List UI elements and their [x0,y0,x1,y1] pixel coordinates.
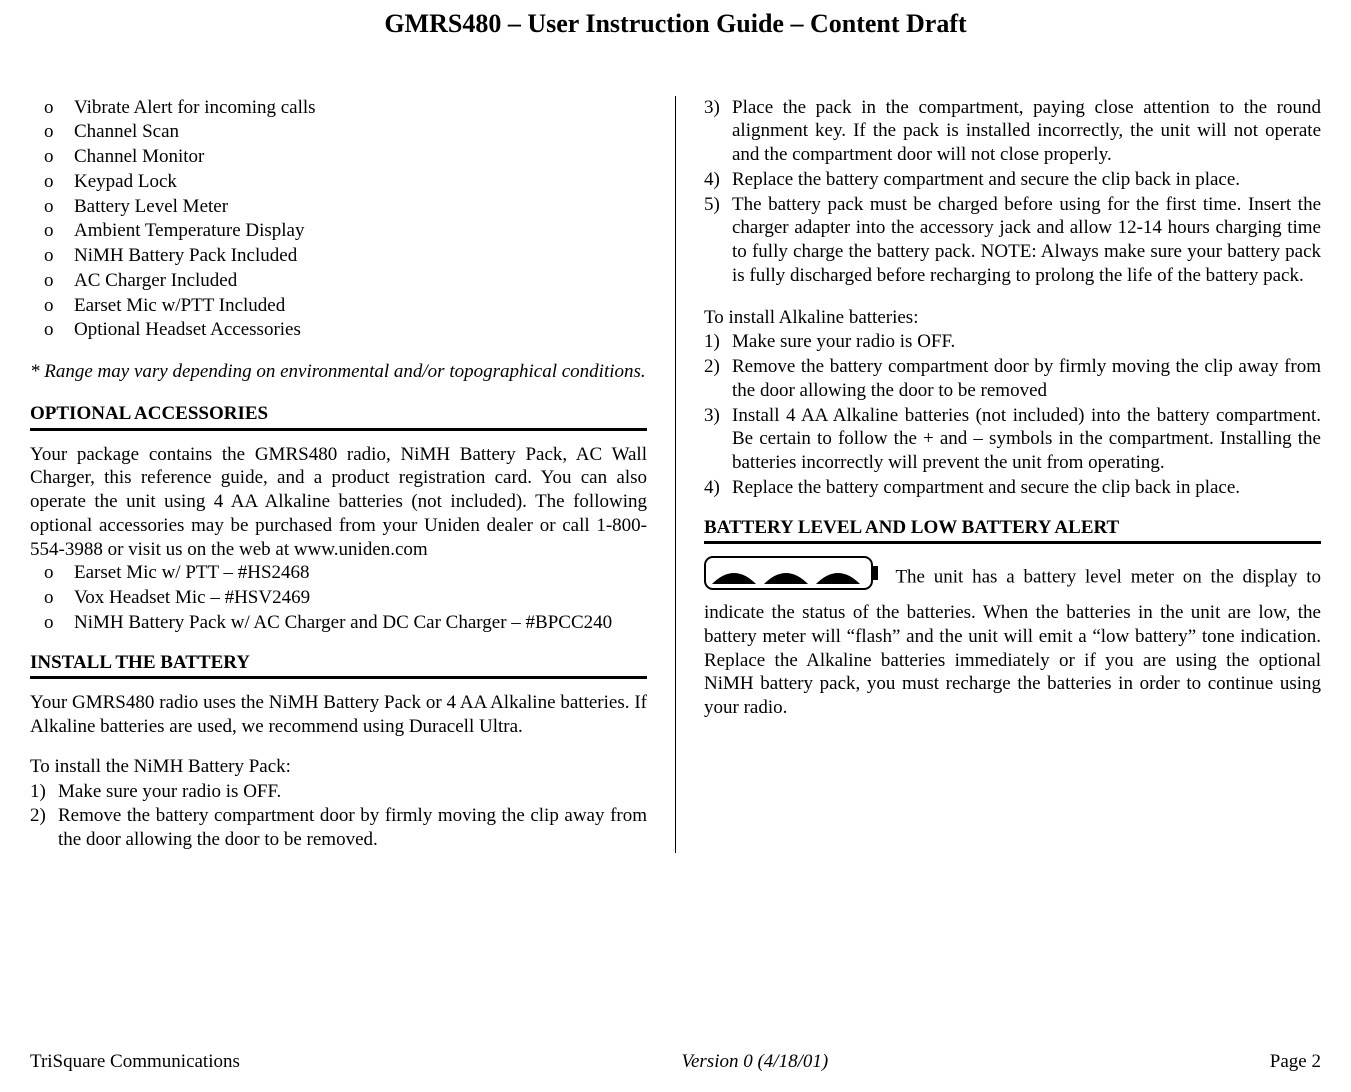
list-item-text: AC Charger Included [70,270,237,291]
list-item: 2)Remove the battery compartment door by… [58,804,647,852]
step-number: 2) [704,355,732,379]
list-item: AC Charger Included [70,269,647,293]
step-number: 1) [30,780,58,804]
heading-rule [30,428,647,431]
left-column: Vibrate Alert for incoming calls Channel… [30,96,647,853]
nimh-steps: 1)Make sure your radio is OFF. 2)Remove … [30,780,647,852]
list-item-text: Earset Mic w/ PTT – #HS2468 [70,562,310,583]
step-number: 5) [704,193,732,217]
list-item-text: Earset Mic w/PTT Included [70,295,285,316]
accessories-list: Earset Mic w/ PTT – #HS2468 Vox Headset … [30,561,647,634]
list-item: Channel Monitor [70,145,647,169]
footer-left: TriSquare Communications [30,1050,240,1074]
optional-accessories-intro: Your package contains the GMRS480 radio,… [30,443,647,562]
step-number: 4) [704,168,732,192]
battery-level-heading: BATTERY LEVEL AND LOW BATTERY ALERT [704,516,1321,540]
step-number: 4) [704,476,732,500]
range-footnote: * Range may vary depending on environmen… [30,360,647,384]
step-text: Install 4 AA Alkaline batteries (not inc… [732,405,1321,474]
list-item: Vibrate Alert for incoming calls [70,96,647,120]
list-item: Channel Scan [70,120,647,144]
list-item: Earset Mic w/PTT Included [70,294,647,318]
list-item: Battery Level Meter [70,195,647,219]
step-text: Place the pack in the compartment, payin… [732,97,1321,166]
list-item: 3)Place the pack in the compartment, pay… [732,96,1321,167]
nimh-steps-continued: 3)Place the pack in the compartment, pay… [704,96,1321,288]
list-item-text: Vox Headset Mic – #HSV2469 [70,587,310,608]
step-number: 1) [704,330,732,354]
step-text: Replace the battery compartment and secu… [732,169,1240,190]
battery-meter-icon [704,556,879,597]
list-item-text: Keypad Lock [70,171,177,192]
list-item: Vox Headset Mic – #HSV2469 [70,586,647,610]
step-number: 3) [704,96,732,120]
step-number: 2) [30,804,58,828]
list-item: 1)Make sure your radio is OFF. [58,780,647,804]
alkaline-subhead: To install Alkaline batteries: [704,306,1321,330]
list-item-text: NiMH Battery Pack Included [70,245,297,266]
heading-rule [30,676,647,679]
install-battery-heading: INSTALL THE BATTERY [30,651,647,675]
list-item: Keypad Lock [70,170,647,194]
nimh-subhead: To install the NiMH Battery Pack: [30,755,647,779]
list-item: 4)Replace the battery compartment and se… [732,476,1321,500]
list-item: 5)The battery pack must be charged befor… [732,193,1321,288]
step-text: Remove the battery compartment door by f… [732,356,1321,401]
features-list: Vibrate Alert for incoming calls Channel… [30,96,647,343]
column-divider [675,96,676,853]
page-footer: TriSquare Communications Version 0 (4/18… [30,1050,1321,1074]
list-item: Optional Headset Accessories [70,318,647,342]
list-item: NiMH Battery Pack Included [70,244,647,268]
list-item: 2)Remove the battery compartment door by… [732,355,1321,403]
two-column-layout: Vibrate Alert for incoming calls Channel… [30,96,1321,853]
page-title: GMRS480 – User Instruction Guide – Conte… [30,0,1321,96]
list-item: 3)Install 4 AA Alkaline batteries (not i… [732,404,1321,475]
footer-center: Version 0 (4/18/01) [681,1050,828,1074]
list-item-text: Channel Monitor [70,146,204,167]
install-battery-intro: Your GMRS480 radio uses the NiMH Battery… [30,691,647,739]
list-item: Ambient Temperature Display [70,219,647,243]
step-text: Remove the battery compartment door by f… [58,805,647,850]
footer-right: Page 2 [1270,1050,1321,1074]
step-text: Replace the battery compartment and secu… [732,477,1240,498]
list-item: 4)Replace the battery compartment and se… [732,168,1321,192]
list-item: 1)Make sure your radio is OFF. [732,330,1321,354]
battery-level-body: The unit has a battery level meter on th… [704,556,1321,720]
list-item-text: Battery Level Meter [70,196,228,217]
step-number: 3) [704,404,732,428]
list-item-text: NiMH Battery Pack w/ AC Charger and DC C… [70,612,612,633]
heading-rule [704,541,1321,544]
list-item-text: Ambient Temperature Display [70,220,304,241]
step-text: Make sure your radio is OFF. [732,331,955,352]
list-item-text: Channel Scan [70,121,179,142]
list-item-text: Optional Headset Accessories [70,319,301,340]
step-text: Make sure your radio is OFF. [58,781,281,802]
list-item: Earset Mic w/ PTT – #HS2468 [70,561,647,585]
list-item-text: Vibrate Alert for incoming calls [70,97,316,118]
step-text: The battery pack must be charged before … [732,194,1321,286]
optional-accessories-heading: OPTIONAL ACCESSORIES [30,402,647,426]
right-column: 3)Place the pack in the compartment, pay… [704,96,1321,853]
alkaline-steps: 1)Make sure your radio is OFF. 2)Remove … [704,330,1321,499]
list-item: NiMH Battery Pack w/ AC Charger and DC C… [70,611,647,635]
